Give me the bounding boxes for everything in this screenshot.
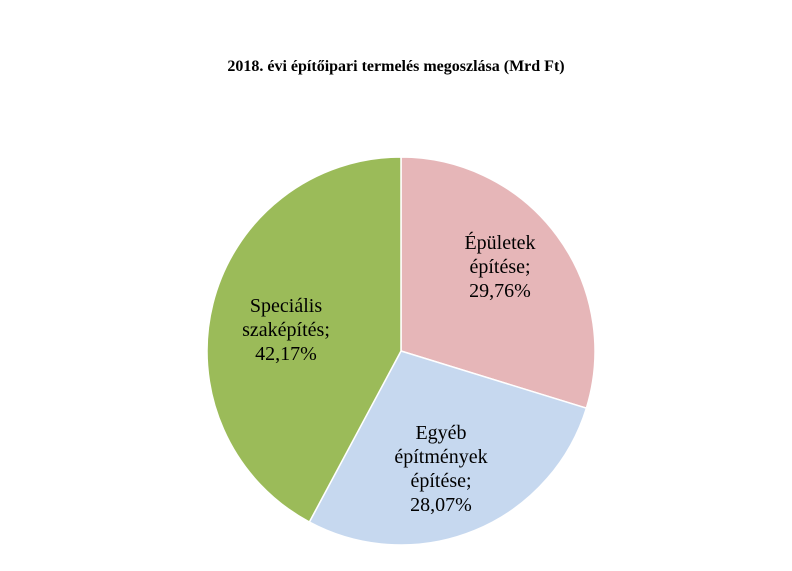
- slice-label-2: Egyéb építmények építése; 28,07%: [394, 422, 487, 516]
- slice-label-line: 42,17%: [255, 343, 317, 365]
- pie-slice-2: [308, 350, 588, 546]
- chart-title: 2018. évi építőipari termelés megoszlása…: [227, 58, 565, 75]
- slice-label-line: Épületek: [464, 231, 535, 254]
- slice-label-line: Egyéb: [415, 422, 466, 444]
- slice-label-line: 28,07%: [410, 494, 472, 516]
- slice-label-1: Épületek építése; 29,76%: [464, 231, 535, 302]
- pie-slices: [206, 156, 596, 546]
- slice-label-line: építése;: [410, 470, 471, 492]
- slice-label-line: 29,76%: [469, 280, 531, 302]
- slice-label-3: Speciális szaképítés; 42,17%: [242, 295, 330, 365]
- pie-slice-1: [400, 156, 596, 410]
- slice-label-line: Speciális: [250, 295, 322, 317]
- slice-label-line: építése;: [469, 256, 530, 278]
- slice-label-line: építmények: [394, 446, 487, 468]
- pie-labels: Épületek építése; 29,76%Egyéb építmények épí…: [242, 231, 535, 516]
- pie-slice-3: [206, 156, 402, 524]
- slice-label-line: szaképítés;: [242, 319, 330, 341]
